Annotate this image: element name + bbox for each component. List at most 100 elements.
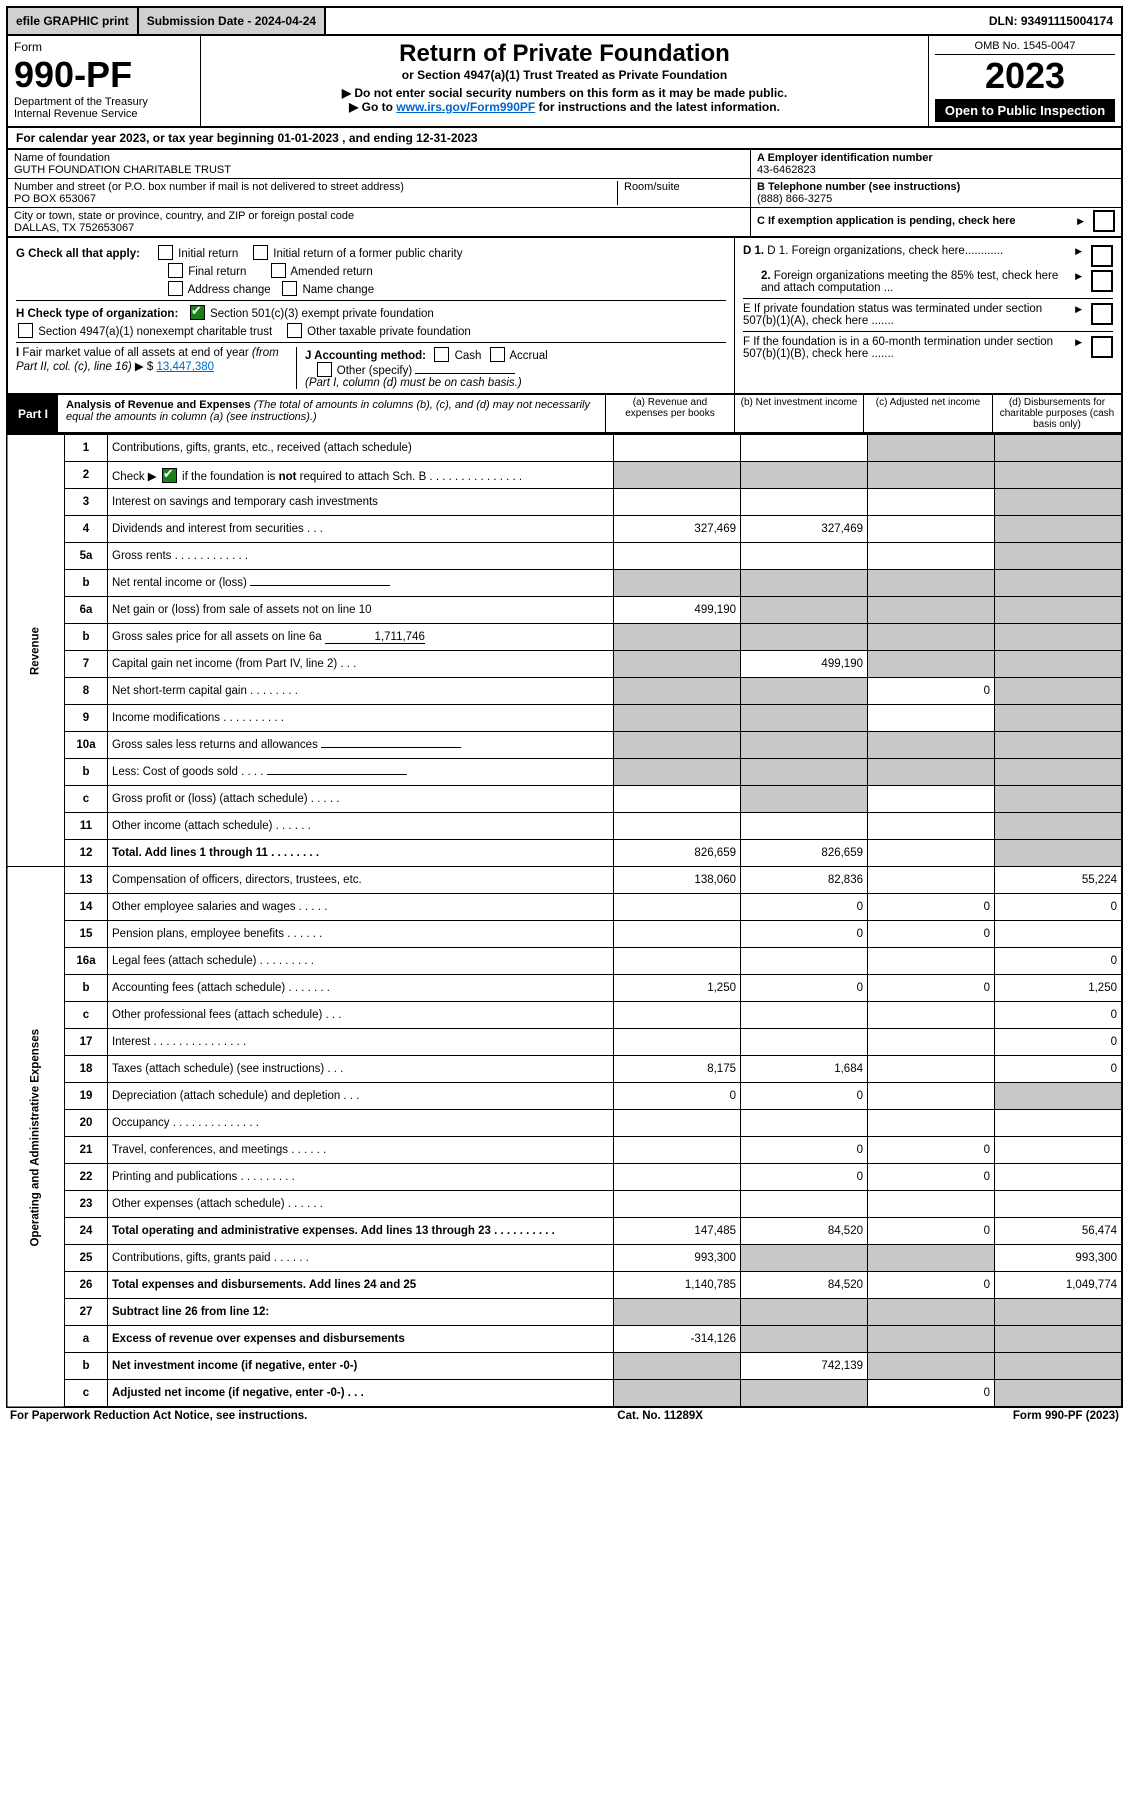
line-desc: Gross sales less returns and allowances — [108, 732, 614, 759]
cell-col-a: 499,190 — [614, 597, 741, 624]
line-desc: Adjusted net income (if negative, enter … — [108, 1380, 614, 1408]
fmv-link[interactable]: 13,447,380 — [157, 361, 215, 373]
exemption-checkbox[interactable] — [1093, 210, 1115, 232]
cb-501c3[interactable] — [190, 305, 205, 320]
line-desc: Depreciation (attach schedule) and deple… — [108, 1083, 614, 1110]
form990pf-link[interactable]: www.irs.gov/Form990PF — [396, 100, 535, 114]
cell-col-b — [741, 543, 868, 570]
id-left: Name of foundation GUTH FOUNDATION CHARI… — [8, 150, 750, 236]
cell-col-b — [741, 1029, 868, 1056]
cell-col-c: 0 — [868, 1272, 995, 1299]
cb-initial-public[interactable] — [253, 245, 268, 260]
cb-e[interactable] — [1091, 303, 1113, 325]
cb-schB[interactable] — [162, 468, 177, 483]
form-number: 990-PF — [14, 54, 194, 96]
line-desc: Net gain or (loss) from sale of assets n… — [108, 597, 614, 624]
cell-col-c: 0 — [868, 1218, 995, 1245]
table-row: bNet investment income (if negative, ent… — [7, 1353, 1122, 1380]
cb-accrual[interactable] — [490, 347, 505, 362]
cell-col-d — [995, 759, 1123, 786]
cell-col-b — [741, 1191, 868, 1218]
cell-col-c — [868, 462, 995, 489]
cb-final[interactable] — [168, 263, 183, 278]
cb-address[interactable] — [168, 281, 183, 296]
efile-print[interactable]: efile GRAPHIC print — [8, 8, 139, 34]
cb-othertax[interactable] — [287, 323, 302, 338]
cb-d2[interactable] — [1091, 270, 1113, 292]
table-row: 27Subtract line 26 from line 12: — [7, 1299, 1122, 1326]
cell-col-b: 327,469 — [741, 516, 868, 543]
cell-col-c — [868, 516, 995, 543]
name-label: Name of foundation — [14, 152, 744, 164]
cb-other-acct[interactable] — [317, 362, 332, 377]
arrow-icon — [1075, 270, 1085, 294]
cell-col-d — [995, 1110, 1123, 1137]
cb-f[interactable] — [1091, 336, 1113, 358]
table-row: 14Other employee salaries and wages . . … — [7, 894, 1122, 921]
cell-col-b — [741, 813, 868, 840]
table-row: Revenue1Contributions, gifts, grants, et… — [7, 435, 1122, 462]
line-number: 16a — [65, 948, 108, 975]
cell-col-a — [614, 489, 741, 516]
page-footer: For Paperwork Reduction Act Notice, see … — [6, 1408, 1123, 1424]
line-desc: Other employee salaries and wages . . . … — [108, 894, 614, 921]
cell-col-a — [614, 921, 741, 948]
cell-col-d — [995, 1299, 1123, 1326]
cb-cash[interactable] — [434, 347, 449, 362]
col-c-hdr: (c) Adjusted net income — [863, 395, 992, 432]
table-row: bNet rental income or (loss) — [7, 570, 1122, 597]
calendar-year-line: For calendar year 2023, or tax year begi… — [6, 128, 1123, 150]
col-d-hdr: (d) Disbursements for charitable purpose… — [992, 395, 1121, 432]
cell-col-d: 1,250 — [995, 975, 1123, 1002]
cell-col-b — [741, 489, 868, 516]
cell-col-d — [995, 732, 1123, 759]
cell-col-a: 327,469 — [614, 516, 741, 543]
options-left: G Check all that apply: Initial return I… — [8, 238, 734, 393]
cb-initial[interactable] — [158, 245, 173, 260]
cell-col-b — [741, 570, 868, 597]
dln: DLN: 93491115004174 — [981, 8, 1121, 34]
cell-col-d — [995, 462, 1123, 489]
table-row: 24Total operating and administrative exp… — [7, 1218, 1122, 1245]
cb-d1[interactable] — [1091, 245, 1113, 267]
arrow-icon — [1075, 303, 1085, 327]
city-value: DALLAS, TX 752653067 — [14, 222, 744, 234]
cell-col-b: 1,684 — [741, 1056, 868, 1083]
table-row: 9Income modifications . . . . . . . . . … — [7, 705, 1122, 732]
cell-col-a — [614, 462, 741, 489]
cell-col-d — [995, 786, 1123, 813]
g-row3: Address change Name change — [16, 281, 726, 296]
cell-col-d — [995, 597, 1123, 624]
cell-col-b — [741, 705, 868, 732]
header-mid: Return of Private Foundation or Section … — [201, 36, 928, 126]
table-row: 6aNet gain or (loss) from sale of assets… — [7, 597, 1122, 624]
table-row: 3Interest on savings and temporary cash … — [7, 489, 1122, 516]
cell-col-b: 742,139 — [741, 1353, 868, 1380]
cell-col-c — [868, 489, 995, 516]
line-desc: Excess of revenue over expenses and disb… — [108, 1326, 614, 1353]
g-label: G Check all that apply: — [16, 248, 140, 260]
cell-col-a — [614, 1002, 741, 1029]
cell-col-c — [868, 1326, 995, 1353]
foundation-name: GUTH FOUNDATION CHARITABLE TRUST — [14, 164, 744, 176]
cb-4947[interactable] — [18, 323, 33, 338]
cell-col-c: 0 — [868, 678, 995, 705]
line-number: b — [65, 624, 108, 651]
line-number: 14 — [65, 894, 108, 921]
name-row: Name of foundation GUTH FOUNDATION CHARI… — [8, 150, 750, 179]
table-row: 5aGross rents . . . . . . . . . . . . — [7, 543, 1122, 570]
i-block: I Fair market value of all assets at end… — [16, 347, 296, 389]
j-block: J Accounting method: Cash Accrual Other … — [296, 347, 726, 389]
j-note: (Part I, column (d) must be on cash basi… — [305, 377, 522, 389]
line-desc: Net investment income (if negative, ente… — [108, 1353, 614, 1380]
cb-amended[interactable] — [271, 263, 286, 278]
cell-col-c — [868, 435, 995, 462]
table-row: 11Other income (attach schedule) . . . .… — [7, 813, 1122, 840]
line-number: 10a — [65, 732, 108, 759]
cell-col-a — [614, 813, 741, 840]
table-row: cGross profit or (loss) (attach schedule… — [7, 786, 1122, 813]
form-ref: Form 990-PF (2023) — [1013, 1410, 1119, 1422]
cb-name[interactable] — [282, 281, 297, 296]
note-ssn: ▶ Do not enter social security numbers o… — [207, 86, 922, 100]
line-desc: Accounting fees (attach schedule) . . . … — [108, 975, 614, 1002]
